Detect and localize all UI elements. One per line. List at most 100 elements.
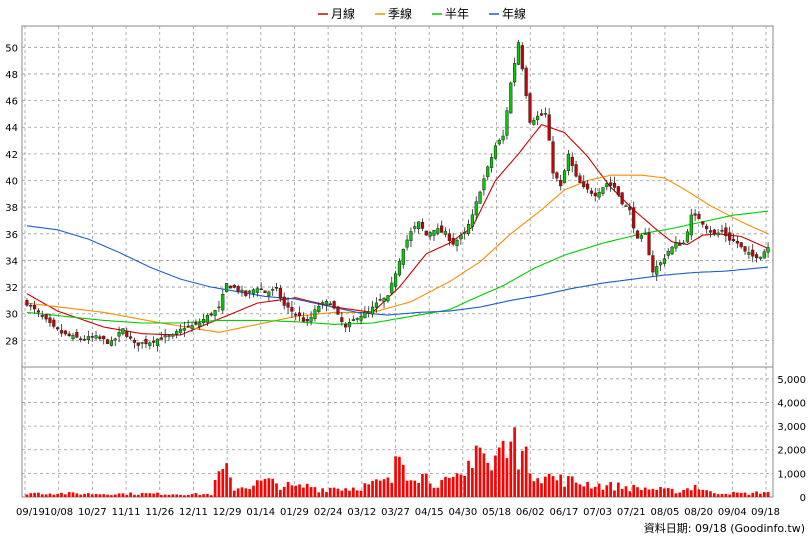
- candle-98: [401, 248, 405, 269]
- candle-181: [720, 224, 724, 234]
- candle-body-173: [689, 214, 693, 236]
- volume-bar-36: [163, 494, 167, 497]
- candle-body-11: [67, 333, 71, 336]
- candle-70: [294, 311, 298, 321]
- candle-body-190: [754, 254, 759, 259]
- volume-bar-66: [279, 489, 282, 497]
- candle-body-104: [424, 230, 428, 236]
- candle-33: [152, 336, 156, 348]
- candle-body-174: [693, 213, 697, 216]
- candle-body-186: [739, 242, 743, 248]
- volume-bar-34: [156, 492, 159, 497]
- candle-body-73: [305, 319, 309, 322]
- candle-body-107: [436, 228, 440, 234]
- candle-body-114: [463, 232, 467, 234]
- volume-bar-79: [328, 487, 332, 497]
- candle-body-0: [25, 300, 29, 306]
- volume-bar-147: [590, 488, 593, 497]
- volume-bar-169: [674, 493, 678, 497]
- candle-body-138: [555, 172, 559, 179]
- volume-bar-137: [551, 476, 555, 497]
- volume-bar-80: [332, 487, 336, 497]
- candle-body-8: [56, 327, 60, 330]
- candle-152: [609, 176, 613, 192]
- volume-bar-110: [447, 477, 451, 497]
- candle-body-71: [297, 312, 302, 317]
- candle-76: [317, 302, 321, 314]
- candle-120: [486, 165, 490, 181]
- volume-bar-90: [371, 480, 374, 497]
- candle-body-36: [163, 335, 167, 338]
- candle-body-188: [747, 252, 751, 255]
- price-y-tick-11: 50: [5, 43, 18, 54]
- candle-149: [597, 188, 601, 201]
- ma-line-0: [26, 123, 769, 336]
- candle-108: [440, 220, 444, 233]
- candle-body-89: [367, 311, 371, 314]
- candle-body-139: [559, 179, 563, 187]
- candle-177: [705, 223, 709, 234]
- candle-body-105: [428, 232, 432, 237]
- volume-bar-46: [202, 494, 205, 497]
- candle-body-46: [201, 318, 206, 324]
- volume-bar-14: [79, 494, 83, 497]
- candle-40: [178, 324, 183, 336]
- candle-48: [209, 311, 213, 317]
- candle-114: [463, 227, 467, 240]
- volume-bar-125: [505, 458, 509, 497]
- candle-body-78: [324, 301, 329, 306]
- candle-44: [194, 319, 198, 326]
- volume-bar-32: [148, 493, 152, 497]
- candle-body-130: [524, 67, 528, 97]
- candle-94: [386, 295, 390, 303]
- volume-bar-102: [417, 482, 420, 497]
- candle-105: [428, 231, 432, 241]
- candle-body-120: [486, 166, 490, 177]
- candle-body-101: [413, 226, 417, 229]
- volume-bar-182: [724, 493, 728, 497]
- candle-141: [566, 150, 570, 176]
- candle-20: [102, 335, 106, 345]
- candle-body-178: [708, 230, 713, 233]
- candle-143: [574, 160, 578, 178]
- volume-bar-168: [670, 488, 674, 497]
- x-tick-9: 02/24: [314, 507, 343, 518]
- volume-bar-183: [728, 494, 732, 497]
- candle-134: [539, 109, 544, 117]
- legend-label-2: 半年: [445, 7, 469, 21]
- candle-58: [248, 289, 252, 299]
- price-panel-frame: [21, 25, 774, 368]
- volume-bar-165: [659, 487, 662, 497]
- candle-body-74: [309, 316, 313, 322]
- volume-bar-84: [348, 490, 351, 497]
- volume-bar-153: [613, 490, 616, 497]
- candle-26: [125, 327, 129, 339]
- x-tick-17: 07/03: [583, 507, 612, 518]
- candle-130: [524, 65, 528, 99]
- x-tick-19: 08/05: [651, 507, 680, 518]
- candle-21: [105, 338, 110, 345]
- volume-bar-58: [248, 489, 251, 497]
- candle-body-134: [539, 113, 544, 116]
- volume-bar-123: [497, 447, 501, 497]
- candle-body-171: [682, 242, 686, 245]
- candle-body-150: [601, 187, 605, 194]
- candle-body-106: [432, 229, 436, 236]
- candle-1: [29, 302, 33, 311]
- volume-bar-91: [375, 479, 378, 497]
- x-tick-5: 12/11: [179, 507, 208, 518]
- volume-bar-15: [83, 493, 86, 497]
- volume-bar-112: [455, 473, 459, 497]
- candle-55: [236, 284, 240, 295]
- candle-138: [555, 171, 559, 182]
- candle-96: [393, 270, 398, 290]
- volume-bar-76: [317, 492, 321, 497]
- candle-body-31: [144, 339, 148, 345]
- candle-body-115: [466, 223, 471, 234]
- candle-body-92: [378, 299, 382, 301]
- candle-153: [612, 176, 617, 192]
- candle-89: [367, 306, 371, 318]
- volume-y-tick-3: 3,000: [777, 422, 806, 433]
- volume-bar-65: [275, 483, 278, 497]
- volume-bar-92: [378, 480, 382, 497]
